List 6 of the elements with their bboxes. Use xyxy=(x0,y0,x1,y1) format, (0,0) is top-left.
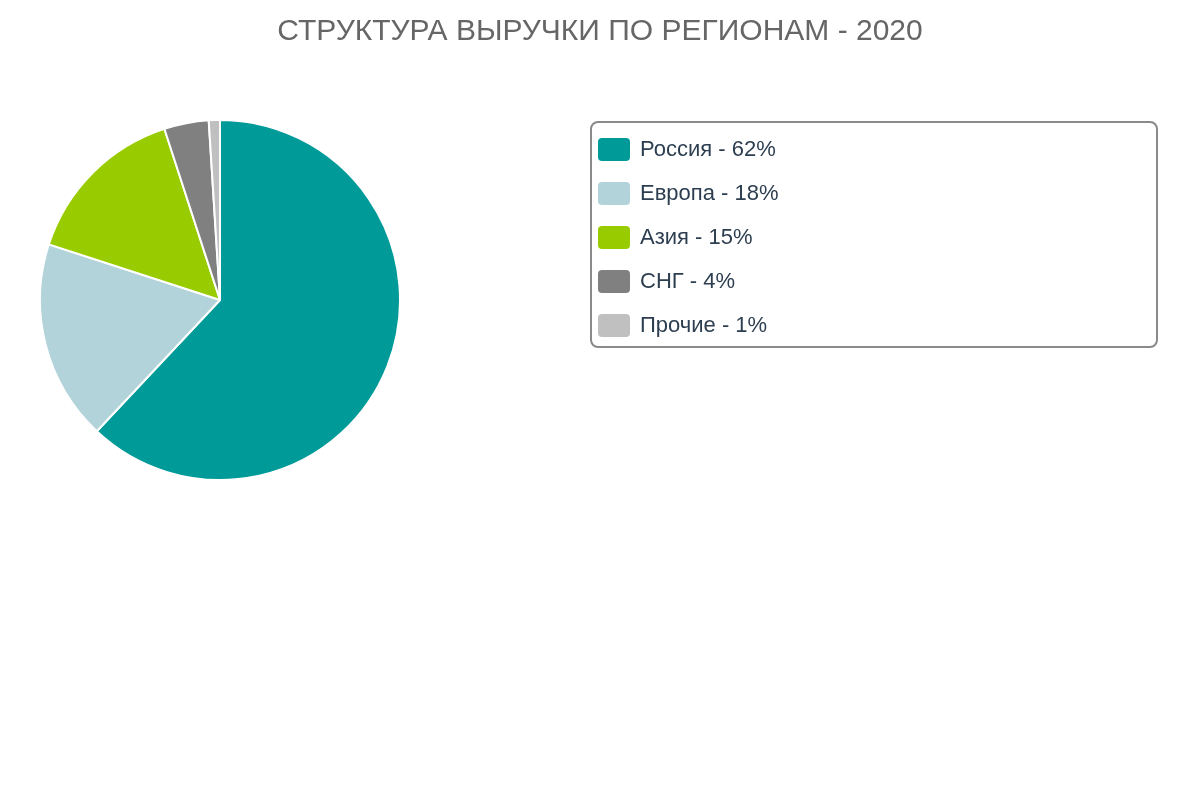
legend-label: СНГ - 4% xyxy=(640,268,736,294)
legend-label: Прочие - 1% xyxy=(640,312,768,338)
legend-label: Азия - 15% xyxy=(640,224,753,250)
legend-label: Европа - 18% xyxy=(640,180,779,206)
legend-label: Россия - 62% xyxy=(640,136,776,162)
chart-title: СТРУКТУРА ВЫРУЧКИ ПО РЕГИОНАМ - 2020 xyxy=(276,12,924,48)
